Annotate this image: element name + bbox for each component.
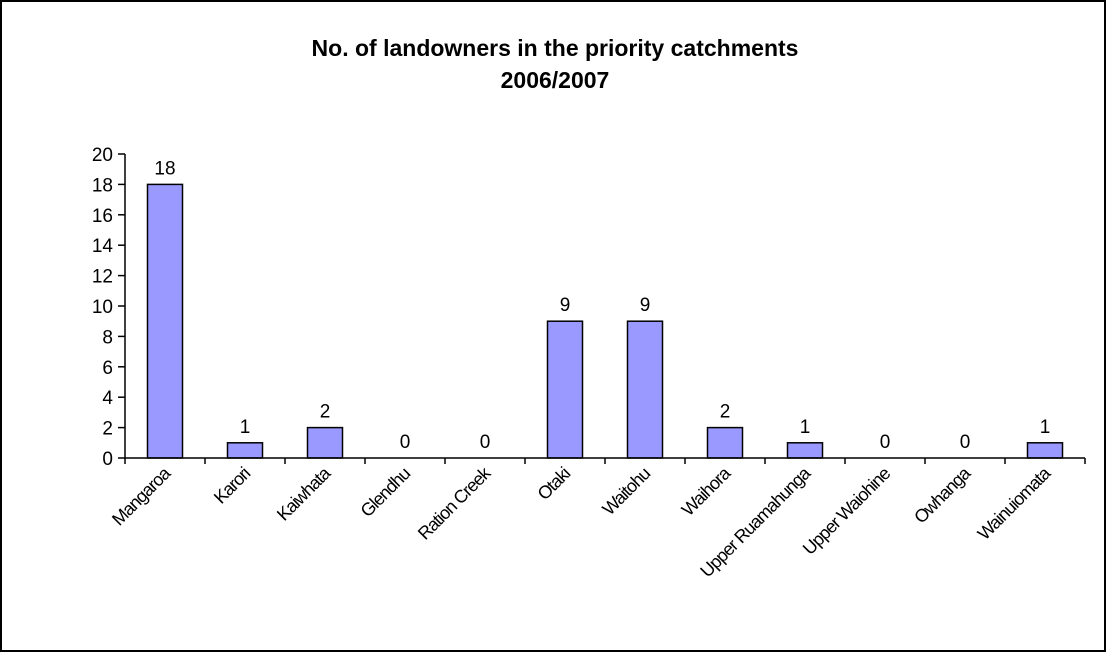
bar-kaiwhata xyxy=(306,426,344,459)
y-tick-label: 10 xyxy=(92,297,113,318)
bar-wainuiomata xyxy=(1026,442,1064,459)
x-category-label: Glendhu xyxy=(357,464,414,521)
y-tick-label: 8 xyxy=(102,327,113,348)
data-label: 0 xyxy=(400,432,411,453)
bar-karori xyxy=(226,442,264,459)
y-axis: 0 2 4 6 8 10 12 14 16 18 20 xyxy=(92,145,126,470)
data-label: 1 xyxy=(800,417,811,438)
x-axis: Mangaroa Karori Kaiwhata Glendhu Ration Cree… xyxy=(108,457,1086,581)
chart-title-line-1: No. of landowners in the priority catchm… xyxy=(311,35,799,61)
bar-otaki xyxy=(546,320,584,459)
data-label: 0 xyxy=(880,432,891,453)
chart-title-line-2: 2006/2007 xyxy=(500,67,610,93)
y-tick-label: 14 xyxy=(92,236,114,257)
x-category-label: Waitohu xyxy=(598,464,653,519)
data-label: 2 xyxy=(320,402,331,423)
bar-waihora xyxy=(706,426,744,459)
x-category-label: Mangaroa xyxy=(108,462,175,529)
data-label: 1 xyxy=(240,417,251,438)
bar-mangaroa xyxy=(146,183,184,459)
x-category-label: Wainuiomata xyxy=(974,462,1056,544)
x-category-label: Owhanga xyxy=(910,462,975,527)
data-label: 1 xyxy=(1040,417,1051,438)
data-label: 0 xyxy=(480,432,491,453)
data-label: 9 xyxy=(640,295,651,316)
y-tick-label: 12 xyxy=(92,267,113,288)
x-category-label: Kaiwhata xyxy=(273,462,335,524)
x-category-label: Karori xyxy=(210,464,254,508)
y-tick-label: 2 xyxy=(102,419,113,440)
data-labels: 18 1 2 0 0 9 9 2 1 0 0 1 xyxy=(154,158,1050,453)
data-label: 9 xyxy=(560,295,571,316)
data-label: 2 xyxy=(720,402,731,423)
y-tick-label: 4 xyxy=(102,388,113,409)
chart-title: No. of landowners in the priority catchm… xyxy=(2,32,1106,96)
y-tick-label: 0 xyxy=(102,449,113,470)
y-tick-label: 6 xyxy=(102,358,113,379)
y-tick-label: 16 xyxy=(92,206,113,227)
x-category-label: Otaki xyxy=(534,464,574,504)
bar-waitohu xyxy=(626,320,664,459)
x-category-label: Ration Creek xyxy=(414,462,495,543)
data-label: 0 xyxy=(960,432,971,453)
y-tick-label: 18 xyxy=(92,175,113,196)
data-label: 18 xyxy=(154,158,175,179)
x-category-label: Waihora xyxy=(678,462,736,520)
y-tick-label: 20 xyxy=(92,145,113,166)
bar-upper-ruamahunga xyxy=(786,442,824,459)
bars xyxy=(146,183,1064,459)
